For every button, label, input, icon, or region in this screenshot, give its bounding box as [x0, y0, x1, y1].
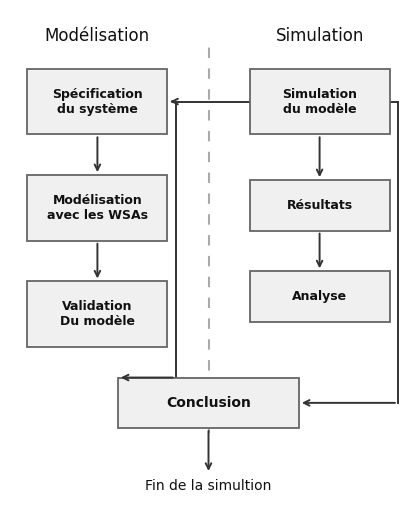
Text: Conclusion: Conclusion	[166, 396, 251, 410]
FancyBboxPatch shape	[28, 175, 167, 241]
Text: Modélisation
avec les WSAs: Modélisation avec les WSAs	[47, 194, 148, 222]
Text: Validation
Du modèle: Validation Du modèle	[60, 300, 135, 328]
FancyBboxPatch shape	[250, 180, 389, 231]
FancyBboxPatch shape	[118, 377, 299, 428]
FancyBboxPatch shape	[28, 69, 167, 135]
Text: Simulation: Simulation	[275, 27, 364, 45]
Text: Fin de la simultion: Fin de la simultion	[145, 479, 272, 494]
Text: Résultats: Résultats	[286, 199, 353, 212]
Text: Analyse: Analyse	[292, 290, 347, 303]
Text: Simulation
du modèle: Simulation du modèle	[282, 88, 357, 116]
FancyBboxPatch shape	[250, 271, 389, 322]
Text: Spécification
du système: Spécification du système	[52, 88, 143, 116]
Text: Modélisation: Modélisation	[45, 27, 150, 45]
FancyBboxPatch shape	[250, 69, 389, 135]
FancyBboxPatch shape	[28, 281, 167, 347]
